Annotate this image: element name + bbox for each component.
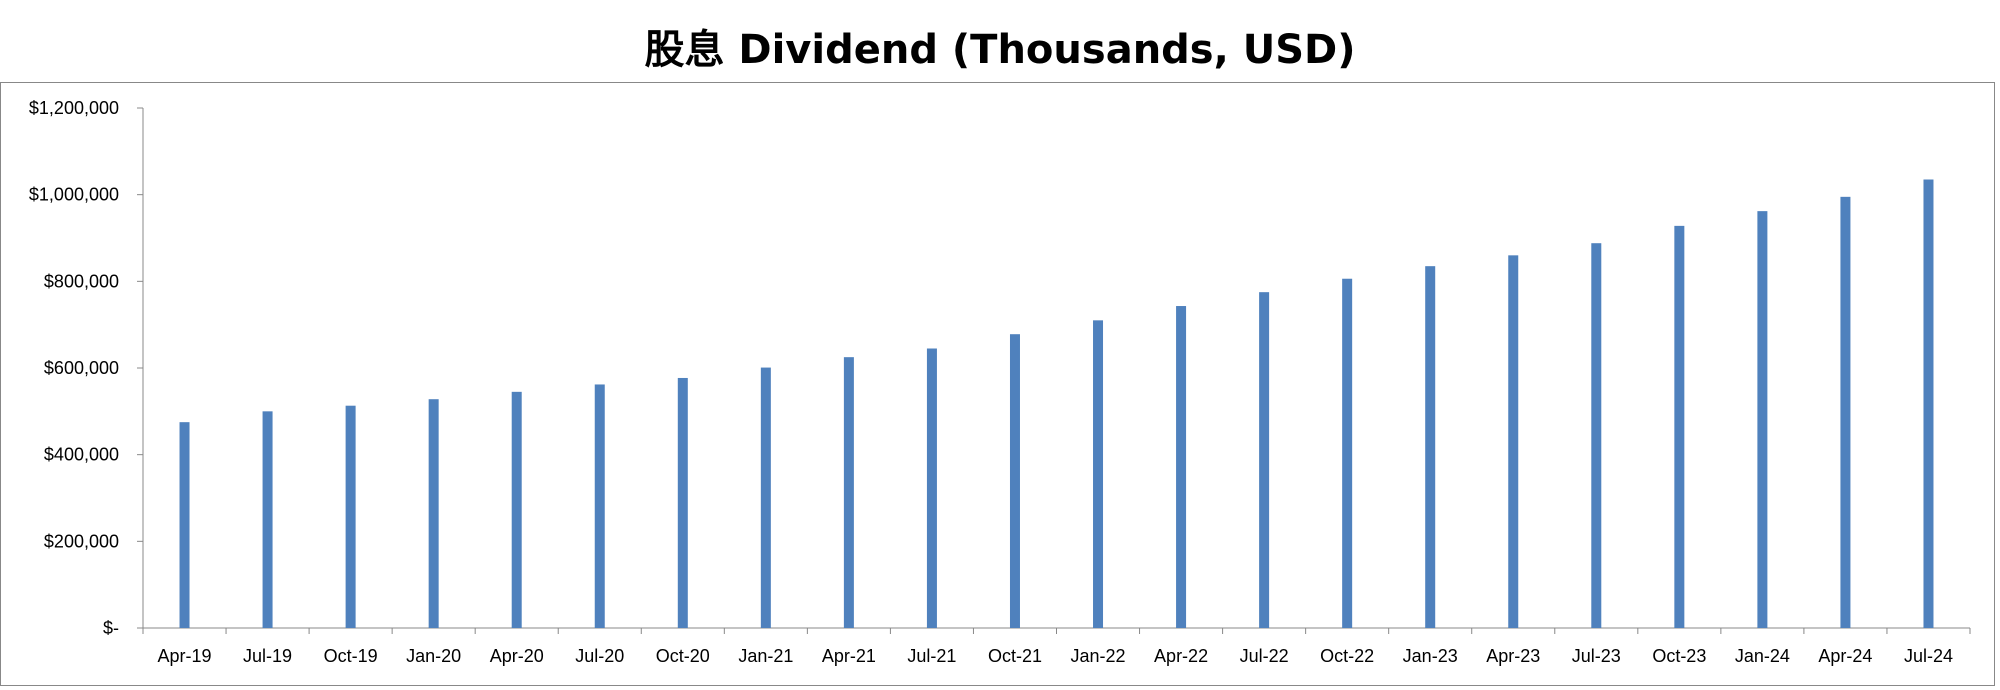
y-tick-label: $1,200,000 bbox=[29, 98, 119, 118]
x-tick-label: Jul-24 bbox=[1904, 646, 1953, 666]
x-tick-label: Oct-22 bbox=[1320, 646, 1374, 666]
bar bbox=[1176, 306, 1187, 628]
bar bbox=[1923, 179, 1934, 628]
x-tick-label: Oct-19 bbox=[324, 646, 378, 666]
x-tick-label: Jan-24 bbox=[1735, 646, 1790, 666]
bar bbox=[1591, 243, 1602, 628]
bar bbox=[926, 348, 937, 628]
bar bbox=[1757, 211, 1768, 628]
x-tick-label: Apr-20 bbox=[490, 646, 544, 666]
x-tick-label: Jan-22 bbox=[1070, 646, 1125, 666]
y-tick-label: $- bbox=[103, 618, 119, 638]
x-tick-label: Jul-21 bbox=[907, 646, 956, 666]
x-tick-label: Apr-19 bbox=[158, 646, 212, 666]
y-axis: $- $200,000 $400,000 $600,000 $800,000 $1,000… bbox=[29, 98, 144, 638]
bar bbox=[1342, 278, 1353, 628]
x-tick-label: Jan-20 bbox=[406, 646, 461, 666]
x-tick-label: Apr-22 bbox=[1154, 646, 1208, 666]
bar bbox=[1259, 292, 1270, 628]
x-tick-label: Jul-19 bbox=[243, 646, 292, 666]
bar bbox=[262, 411, 273, 628]
bar bbox=[677, 377, 688, 628]
x-tick-label: Apr-21 bbox=[822, 646, 876, 666]
bar bbox=[843, 357, 854, 628]
x-tick-label: Oct-23 bbox=[1652, 646, 1706, 666]
y-tick-label: $200,000 bbox=[44, 531, 119, 551]
x-tick-label: Jul-22 bbox=[1240, 646, 1289, 666]
x-tick-label: Oct-20 bbox=[656, 646, 710, 666]
x-tick-label: Jul-20 bbox=[575, 646, 624, 666]
x-tick-label: Jan-23 bbox=[1403, 646, 1458, 666]
bar bbox=[345, 405, 356, 628]
bar bbox=[179, 422, 190, 628]
bar bbox=[760, 367, 771, 628]
x-tick-label: Apr-24 bbox=[1818, 646, 1872, 666]
y-tick-label: $800,000 bbox=[44, 271, 119, 291]
x-tick-label: Jul-23 bbox=[1572, 646, 1621, 666]
bar bbox=[428, 399, 439, 628]
bar bbox=[1674, 225, 1685, 628]
bar bbox=[594, 384, 605, 628]
chart-frame bbox=[0, 82, 1995, 686]
y-tick-label: $400,000 bbox=[44, 445, 119, 465]
bar bbox=[1508, 255, 1519, 629]
x-axis: Apr-19 Jul-19 Oct-19 Jan-20 Apr-20 Jul-20 Oct-… bbox=[142, 627, 1971, 666]
bars bbox=[179, 179, 1934, 629]
y-tick-label: $600,000 bbox=[44, 358, 119, 378]
bar bbox=[511, 391, 522, 628]
x-tick-label: Jan-21 bbox=[738, 646, 793, 666]
y-tick-label: $1,000,000 bbox=[29, 185, 119, 205]
bar bbox=[1093, 320, 1104, 628]
bar bbox=[1840, 196, 1851, 629]
bar bbox=[1009, 334, 1020, 628]
x-tick-label: Oct-21 bbox=[988, 646, 1042, 666]
chart-title: 股息 Dividend (Thousands, USD) bbox=[644, 27, 1356, 73]
x-tick-label: Apr-23 bbox=[1486, 646, 1540, 666]
bar bbox=[1425, 266, 1436, 628]
